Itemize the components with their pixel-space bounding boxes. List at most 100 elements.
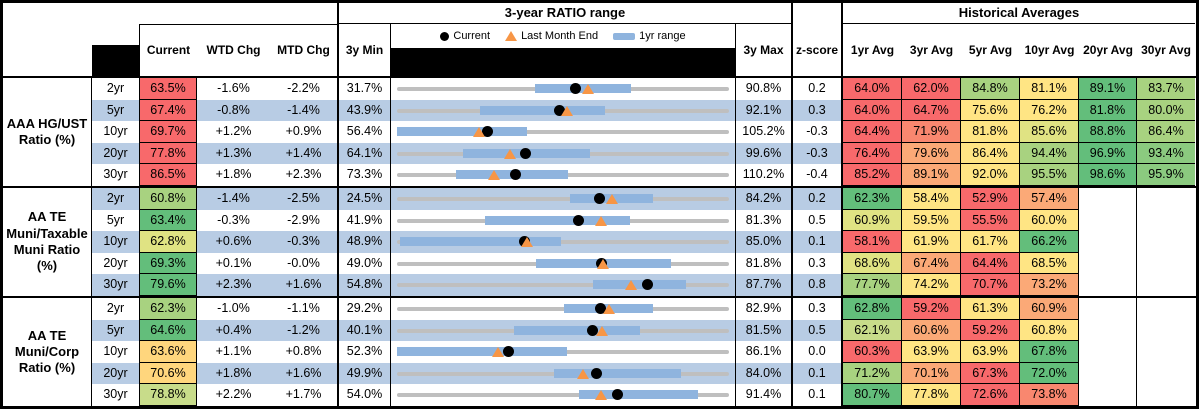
range-chart (390, 142, 736, 165)
zscore-cell: 0.3 (791, 99, 843, 122)
avg-cell: 68.6% (843, 252, 902, 275)
mtd-chg-cell: +1.6% (270, 274, 337, 296)
zscore-cell: -0.3 (791, 142, 843, 165)
tenor-label: 30yr (103, 387, 128, 402)
avg-cell: 92.0% (961, 164, 1020, 186)
1yr-range-bar (592, 280, 686, 290)
current-cell: 63.4% (139, 209, 197, 232)
avg-cell: 95.5% (1020, 164, 1079, 186)
tenor-label: 5yr (106, 212, 125, 227)
10yr-avg-column-header: 10yr Avg (1024, 43, 1075, 57)
avg-cell: 59.5% (902, 209, 961, 232)
tenor-label: 5yr (92, 99, 139, 122)
max-cell: 84.0% (736, 362, 791, 385)
tenor-label: 30yr (92, 274, 139, 296)
avg-cell: 67.8% (1020, 341, 1079, 363)
zscore-cell: 0.5 (791, 319, 843, 342)
mtd-chg-cell: -1.4% (270, 99, 337, 122)
avg-cell: 83.7% (1137, 78, 1195, 100)
current-column-header: Current (146, 43, 191, 57)
avg-cell: 73.8% (1020, 384, 1079, 406)
current-dot (573, 214, 585, 226)
1yr-range-bar (485, 215, 630, 225)
current-dot (595, 302, 607, 314)
last-month-end-triangle-icon (505, 31, 518, 41)
current-cell: 60.8% (139, 187, 197, 210)
avg-cell: 89.1% (902, 164, 961, 186)
current-dot (591, 367, 603, 379)
wtd-chg-cell: +1.3% (197, 142, 270, 165)
mtd-chg-cell: -1.1% (287, 300, 320, 315)
avg-cell: 86.4% (961, 142, 1020, 165)
max-cell: 82.9% (745, 300, 782, 315)
mtd-chg-cell: +0.9% (285, 124, 322, 139)
avg-cell (1137, 274, 1195, 296)
mtd-chg-cell: -1.2% (270, 319, 337, 342)
avg-cell: 64.0% (843, 99, 902, 122)
tenor-label: 2yr (92, 187, 139, 210)
table-row: 30yr 79.6% +2.3% +1.6% 54.8% 87.7% 0.8 77.7% 74.… (92, 274, 1196, 296)
range-chart (390, 319, 736, 342)
avg-cell (1137, 384, 1195, 406)
table-row: 20yr 77.8% +1.3% +1.4% 64.1% 99.6% -0.3 76.4% 79… (92, 142, 1196, 165)
3y-min-column-header: 3y Min (337, 24, 390, 76)
wtd-chg-cell: +2.3% (197, 274, 270, 296)
legend-1yr-range: 1yr range (613, 30, 686, 42)
zscore-cell: 0.2 (791, 78, 843, 100)
group-aa-te-muni-taxable: AA TE Muni/Taxable Muni Ratio (%) 2yr 60.… (3, 187, 1196, 298)
table-row: 5yr 63.4% -0.3% -2.9% 41.9% 81.3% 0.5 60.9% 59.5… (92, 209, 1196, 232)
table-row: 5yr 64.6% +0.4% -1.2% 40.1% 81.5% 0.5 62.1% 60.6… (92, 319, 1196, 342)
historical-averages-section-title: Historical Averages (843, 3, 1195, 24)
range-axis-line (397, 283, 729, 288)
avg-cell (1079, 274, 1137, 296)
max-cell: 99.6% (736, 142, 791, 165)
current-cell: 70.6% (139, 362, 197, 385)
min-cell: 41.9% (337, 209, 390, 232)
legend-1yr-range-label: 1yr range (639, 30, 686, 42)
avg-cell: 81.8% (961, 121, 1020, 143)
range-axis-line (397, 240, 729, 245)
avg-cell (1079, 297, 1137, 320)
min-cell: 24.5% (337, 187, 390, 210)
range-chart (390, 99, 736, 122)
avg-cell: 61.7% (961, 231, 1020, 253)
table-row: 2yr 63.5% -1.6% -2.2% 31.7% 90.8% 0.2 64.0% 62.0… (92, 78, 1196, 100)
avg-cell: 93.4% (1137, 142, 1195, 165)
max-cell: 81.8% (745, 255, 782, 270)
avg-cell: 72.0% (1020, 362, 1079, 385)
mtd-chg-cell: -2.2% (287, 81, 320, 95)
avg-cell: 81.8% (1079, 99, 1137, 122)
avg-cell (1079, 362, 1137, 385)
current-dot-icon (440, 31, 450, 41)
mtd-chg-cell: +2.3% (285, 167, 322, 182)
1yr-range-bar (399, 237, 562, 247)
max-cell: 90.8% (745, 81, 782, 95)
avg-cell: 72.6% (961, 384, 1020, 406)
current-cell: 86.5% (139, 164, 197, 186)
tenor-label: 2yr (106, 81, 125, 95)
1yr-range-bar-icon (613, 32, 636, 40)
avg-cell: 60.0% (1020, 209, 1079, 232)
min-cell: 56.4% (337, 121, 390, 143)
avg-cell (1079, 231, 1137, 253)
range-chart (390, 187, 736, 210)
zscore-cell: 0.2 (791, 187, 843, 210)
current-dot (587, 324, 599, 336)
tenor-label: 30yr (103, 167, 128, 182)
avg-cell: 59.2% (961, 319, 1020, 342)
current-cell: 62.3% (139, 297, 197, 320)
average-columns-header: 1yr Avg 3yr Avg 5yr Avg 10yr Avg 20yr Av… (843, 24, 1195, 76)
wtd-chg-cell: -1.6% (217, 81, 250, 95)
min-cell: 29.2% (337, 297, 390, 320)
avg-cell (1137, 210, 1195, 232)
max-cell: 92.1% (736, 99, 791, 122)
current-cell: 63.5% (139, 78, 197, 100)
mtd-chg-cell: +1.7% (285, 387, 322, 402)
mtd-chg-cell: +1.6% (270, 362, 337, 385)
range-chart (390, 231, 736, 253)
last-month-end-triangle (577, 368, 590, 379)
mtd-chg-cell: -0.0% (287, 255, 320, 270)
current-dot (502, 346, 514, 358)
min-cell: 54.0% (337, 384, 390, 406)
chart-legend-cell: Current Last Month End 1yr range (390, 24, 736, 76)
